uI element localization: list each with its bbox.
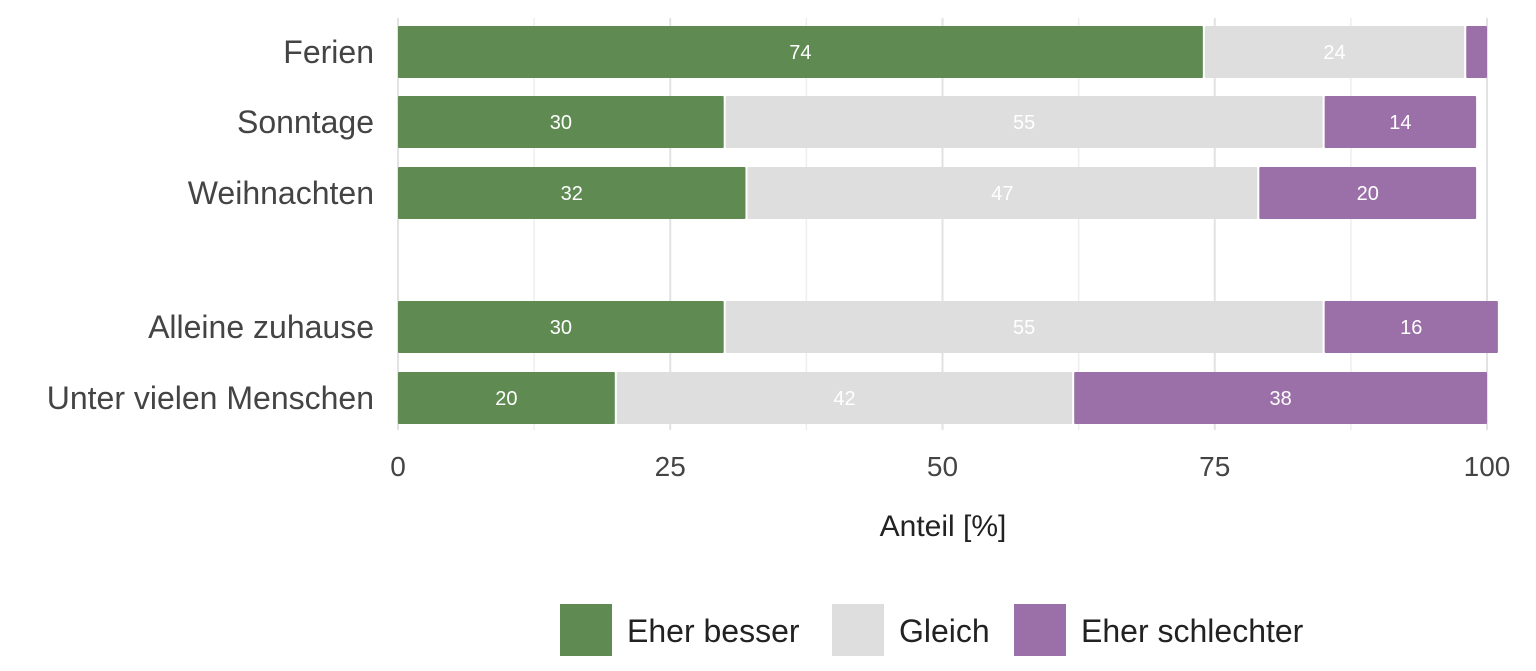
bar-segment [1259,167,1477,219]
legend-swatch [832,604,884,656]
legend-label: Eher schlechter [1081,613,1304,649]
category-label: Alleine zuhause [148,309,374,345]
bar-segment [1074,372,1487,424]
legend-label: Eher besser [627,613,800,649]
bar-segment [747,167,1258,219]
bar-segment [616,372,1073,424]
x-axis-ticks: 0 25 50 75 100 [390,451,1510,482]
data-label: 55 [1013,112,1035,134]
category-labels: Ferien Sonntage Weihnachten Alleine zuhause… [47,34,374,416]
data-label: 42 [833,388,855,410]
data-label: 14 [1389,112,1411,134]
bar-segment [398,167,746,219]
legend-swatch [1014,604,1066,656]
category-label: Ferien [283,34,374,70]
bar-segment [1466,26,1487,78]
bar-segment [1324,96,1477,148]
legend-label: Gleich [899,613,990,649]
data-label: 38 [1269,388,1291,410]
data-label: 32 [561,183,583,205]
x-tick-label: 25 [655,451,686,482]
bar-segment [398,301,724,353]
data-label: 30 [550,317,572,339]
bar-segment [398,372,615,424]
legend-swatch [560,604,612,656]
bar-segment [725,96,1323,148]
data-label: 55 [1013,317,1035,339]
x-tick-label: 100 [1464,451,1511,482]
data-label: 20 [1357,183,1379,205]
x-tick-label: 50 [927,451,958,482]
bar-segment [1204,26,1465,78]
bar-segment [398,26,1203,78]
bars: 74 24 30 55 14 32 47 20 30 55 16 20 42 38 [398,26,1498,424]
bar-segment [398,96,724,148]
legend: Eher besser Gleich Eher schlechter [560,604,1304,656]
bar-segment [725,301,1323,353]
data-label: 16 [1400,317,1422,339]
grid-lines [397,18,1488,430]
x-tick-label: 75 [1199,451,1230,482]
category-label: Sonntage [237,104,374,140]
category-label: Unter vielen Menschen [47,380,374,416]
x-tick-label: 0 [390,451,406,482]
data-label: 24 [1323,42,1345,64]
data-label: 30 [550,112,572,134]
x-axis-title: Anteil [%] [880,510,1007,543]
bar-segment [1324,301,1498,353]
data-label: 47 [991,183,1013,205]
category-label: Weihnachten [188,175,374,211]
data-label: 20 [495,388,517,410]
data-label: 74 [789,42,811,64]
